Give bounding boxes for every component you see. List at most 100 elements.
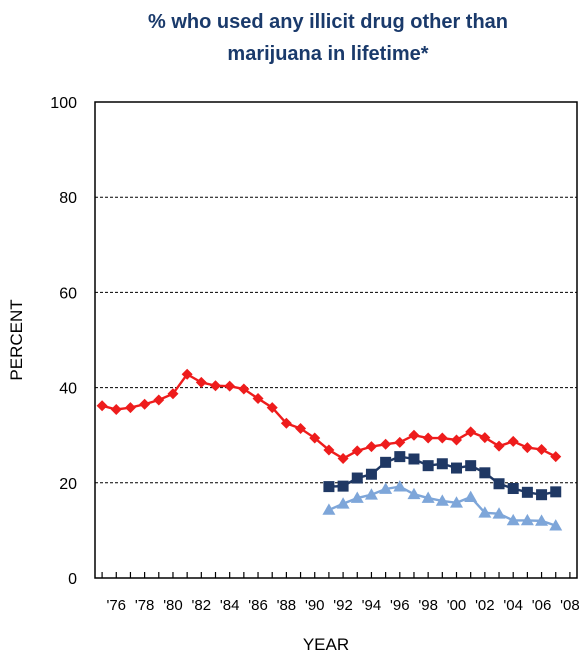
y-tick-label: 0 (68, 571, 77, 588)
data-point (337, 480, 349, 492)
x-tick-label: '98 (418, 597, 438, 614)
data-point (464, 490, 478, 502)
data-point (408, 453, 420, 465)
data-point (465, 426, 477, 438)
data-point (224, 380, 236, 392)
data-point (507, 435, 519, 447)
data-point (521, 442, 533, 454)
data-point (407, 487, 421, 500)
data-point (436, 458, 448, 470)
data-point (451, 434, 462, 446)
data-point (323, 481, 335, 493)
data-point (507, 483, 519, 495)
y-tick-label: 40 (59, 381, 77, 398)
data-point (479, 432, 491, 444)
data-point (124, 402, 136, 414)
x-tick-label: '76 (106, 597, 126, 614)
data-point (394, 436, 406, 448)
data-point (379, 482, 393, 494)
data-point (520, 513, 534, 526)
x-tick-label: '06 (532, 597, 552, 614)
data-point (550, 451, 562, 463)
data-point (493, 478, 505, 490)
data-point (422, 460, 434, 472)
data-point (422, 432, 434, 444)
chart-title-line1: % who used any illicit drug other than (148, 11, 508, 33)
data-point (365, 441, 377, 453)
data-point (421, 491, 435, 503)
data-point (252, 393, 264, 405)
data-point (492, 507, 506, 519)
data-point (535, 514, 549, 526)
data-point (210, 380, 221, 392)
data-point (350, 491, 364, 503)
plot-frame (94, 101, 578, 579)
x-axis-title: YEAR (303, 635, 349, 654)
data-point (364, 488, 378, 500)
data-point (450, 496, 463, 508)
data-point (351, 472, 363, 484)
x-tick-label: '78 (135, 597, 155, 614)
series-triangle (322, 480, 563, 531)
series-layer (96, 368, 563, 531)
x-tick-label: '02 (475, 597, 495, 614)
data-point (323, 444, 335, 456)
data-point (139, 398, 151, 410)
data-point (181, 368, 193, 380)
x-tick-label: '86 (248, 597, 268, 614)
series-diamond (96, 368, 562, 465)
data-point (110, 403, 122, 415)
data-point (380, 456, 392, 468)
x-tick-label: '00 (447, 597, 467, 614)
x-tick-label: '80 (163, 597, 183, 614)
data-point (96, 400, 108, 412)
data-point (380, 438, 392, 450)
data-point (365, 468, 377, 480)
chart-title-line2: marijuana in lifetime* (227, 43, 428, 65)
data-point (549, 519, 563, 531)
data-point (336, 497, 350, 509)
series-line (328, 485, 557, 527)
data-point (266, 402, 278, 414)
data-point (195, 376, 207, 388)
data-point (393, 480, 407, 492)
data-point (536, 489, 548, 501)
data-point (521, 486, 533, 498)
data-point (295, 423, 307, 435)
x-tick-label: '92 (333, 597, 353, 614)
x-tick-label: '04 (503, 597, 523, 614)
y-tick-label: 80 (59, 190, 77, 207)
data-point (280, 417, 292, 429)
data-point (436, 432, 448, 444)
y-tick-label: 60 (59, 285, 77, 302)
x-tick-label: '88 (277, 597, 297, 614)
data-point (238, 383, 250, 395)
y-tick-label: 20 (59, 476, 77, 493)
data-point (167, 388, 179, 400)
data-point (309, 432, 321, 444)
data-point (435, 494, 449, 506)
data-point (408, 429, 420, 441)
y-axis-title: PERCENT (7, 299, 26, 380)
data-point (394, 451, 406, 463)
data-point (465, 460, 477, 472)
data-point (536, 443, 548, 455)
data-point (478, 506, 492, 518)
data-point (451, 462, 462, 474)
x-tick-label: '08 (560, 597, 580, 614)
data-point (506, 513, 520, 526)
x-tick-label: '84 (220, 597, 240, 614)
y-tick-label: 100 (50, 95, 77, 112)
series-square (323, 451, 562, 501)
x-tick-label: '96 (390, 597, 410, 614)
data-point (479, 467, 491, 479)
data-point (322, 503, 336, 515)
x-tick-label: '90 (305, 597, 325, 614)
data-point (337, 453, 349, 465)
data-point (153, 394, 165, 406)
x-axis-ticks: '76 '78 '80 '82 '84 '86 '88 '90 '92 '94 '96 '98 '00 '… (101, 572, 580, 614)
data-point (351, 445, 363, 457)
y-axis-ticks: 0 20 40 60 80 100 (50, 95, 77, 588)
gridlines (95, 196, 577, 484)
x-tick-label: '82 (192, 597, 212, 614)
